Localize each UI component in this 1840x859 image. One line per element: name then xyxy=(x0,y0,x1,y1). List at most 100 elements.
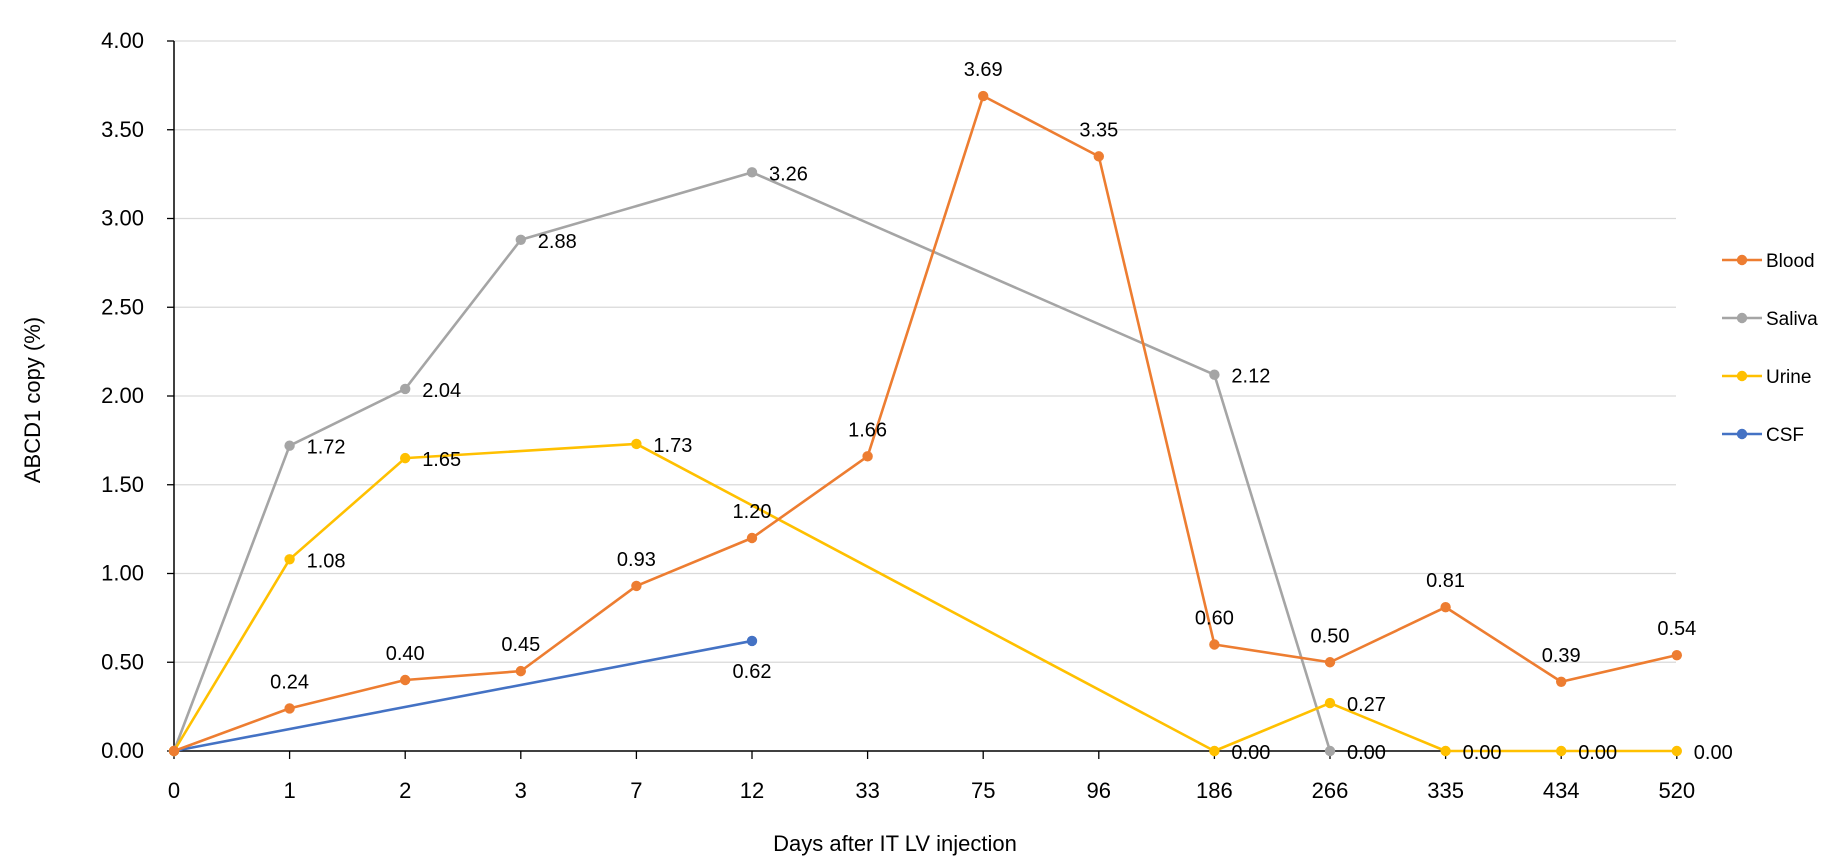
data-point-blood xyxy=(515,665,526,677)
data-label-blood: 0.24 xyxy=(270,671,309,693)
axes: 0.000.501.001.502.002.503.003.504.000 1 2 3… xyxy=(101,28,1695,803)
legend-item-urine: Urine xyxy=(1722,367,1811,388)
y-tick-label: 3.00 xyxy=(101,206,144,231)
y-tick-label: 1.00 xyxy=(101,561,144,586)
data-point-urine xyxy=(1324,697,1336,709)
series-line-urine xyxy=(172,442,1677,753)
data-labels: 0.24 0.40 0.45 0.93 1.20 1.66 3.69 3.35 0.60 0.50… xyxy=(270,59,1733,764)
data-point-blood xyxy=(168,745,180,757)
y-tick-label: 2.50 xyxy=(101,294,144,319)
data-label-urine: 1.08 xyxy=(307,550,346,572)
data-point-urine xyxy=(1671,745,1683,757)
y-tick-label: 0.50 xyxy=(101,649,144,674)
data-label-urine: 1.65 xyxy=(422,449,461,471)
data-point-blood xyxy=(631,580,642,592)
x-tick-label: 434 xyxy=(1543,778,1580,803)
series-layer xyxy=(168,90,1683,757)
data-label-urine: 0.00 xyxy=(1231,742,1270,764)
x-tick-label: 266 xyxy=(1312,778,1349,803)
data-label-blood: 0.54 xyxy=(1657,618,1696,640)
data-label-urine: 0.00 xyxy=(1694,742,1733,764)
data-point-blood xyxy=(1093,151,1105,162)
data-point-urine xyxy=(284,554,295,565)
x-tick-label: 520 xyxy=(1658,778,1695,803)
data-point-urine xyxy=(400,452,411,464)
x-tick-label: 0 xyxy=(168,778,180,803)
data-label-blood: 0.40 xyxy=(386,643,425,665)
x-axis-title: Days after IT LV injection xyxy=(773,831,1017,856)
data-label-blood: 1.20 xyxy=(733,501,772,523)
data-label-blood: 3.35 xyxy=(1079,119,1118,141)
data-label-saliva: 1.72 xyxy=(307,437,346,459)
x-tick-label: 96 xyxy=(1087,778,1111,803)
x-tick-label: 3 xyxy=(515,778,527,803)
data-point-urine xyxy=(1209,745,1220,757)
data-label-urine: 0.00 xyxy=(1578,742,1617,764)
legend-label-blood: Blood xyxy=(1766,251,1815,272)
legend-item-csf: CSF xyxy=(1722,425,1804,446)
data-label-blood: 0.60 xyxy=(1195,608,1234,630)
y-tick-label: 1.50 xyxy=(101,472,144,497)
data-label-blood: 0.93 xyxy=(617,549,656,571)
data-point-urine xyxy=(1556,745,1567,757)
legend-item-saliva: Saliva xyxy=(1722,309,1818,330)
legend-label-csf: CSF xyxy=(1766,425,1804,446)
data-point-saliva xyxy=(515,234,526,245)
data-label-saliva: 0.00 xyxy=(1347,742,1386,764)
x-tick-label: 12 xyxy=(740,778,764,803)
data-label-saliva: 3.26 xyxy=(769,163,808,185)
legend-marker-blood xyxy=(1736,254,1748,266)
x-tick-label: 1 xyxy=(283,778,295,803)
data-point-saliva xyxy=(1209,369,1220,380)
x-tick-label: 33 xyxy=(855,778,879,803)
data-label-blood: 0.50 xyxy=(1311,625,1350,647)
grid xyxy=(174,40,1676,663)
data-label-csf: 0.62 xyxy=(733,661,772,683)
data-point-blood xyxy=(1556,676,1567,687)
y-axis-title: ABCD1 copy (%) xyxy=(20,317,45,483)
data-label-urine: 1.73 xyxy=(653,435,692,457)
data-label-urine: 0.00 xyxy=(1463,742,1502,764)
legend-label-saliva: Saliva xyxy=(1766,309,1818,330)
x-tick-label: 335 xyxy=(1427,778,1464,803)
x-tick-label: 186 xyxy=(1196,778,1233,803)
data-point-urine xyxy=(631,438,642,450)
series-line-csf xyxy=(173,639,753,753)
y-tick-label: 3.50 xyxy=(101,117,144,142)
data-point-csf xyxy=(746,635,758,647)
data-point-blood xyxy=(1671,649,1683,661)
y-tick-label: 0.00 xyxy=(101,738,144,763)
x-tick-label: 2 xyxy=(399,778,411,803)
data-label-blood: 0.81 xyxy=(1426,570,1465,592)
legend-item-blood: Blood xyxy=(1722,251,1815,272)
data-point-urine xyxy=(1440,745,1451,757)
data-point-blood xyxy=(862,451,873,462)
data-point-saliva xyxy=(400,383,411,395)
data-point-saliva xyxy=(284,440,295,451)
y-tick-label: 2.00 xyxy=(101,383,144,408)
legend-marker-saliva xyxy=(1736,312,1748,324)
y-tick-label: 4.00 xyxy=(101,28,144,53)
x-tick-label: 75 xyxy=(971,778,995,803)
data-point-blood xyxy=(284,703,295,714)
data-point-blood xyxy=(978,90,989,102)
x-tick-label: 7 xyxy=(630,778,642,803)
legend-marker-csf xyxy=(1736,428,1748,440)
data-point-saliva xyxy=(746,167,758,178)
data-point-blood xyxy=(1324,657,1336,668)
legend: Blood Saliva Urine CSF xyxy=(1722,251,1818,446)
data-label-blood: 0.39 xyxy=(1542,645,1581,667)
data-label-urine: 0.27 xyxy=(1347,694,1386,716)
data-label-saliva: 2.88 xyxy=(538,231,577,253)
data-label-blood: 1.66 xyxy=(848,419,887,441)
data-point-saliva xyxy=(1324,745,1336,757)
legend-label-urine: Urine xyxy=(1766,367,1811,388)
data-label-saliva: 2.04 xyxy=(422,380,461,402)
data-point-blood xyxy=(1209,639,1220,650)
data-point-blood xyxy=(746,532,758,544)
data-point-blood xyxy=(400,674,411,686)
data-point-blood xyxy=(1440,602,1451,613)
data-label-blood: 3.69 xyxy=(964,59,1003,81)
